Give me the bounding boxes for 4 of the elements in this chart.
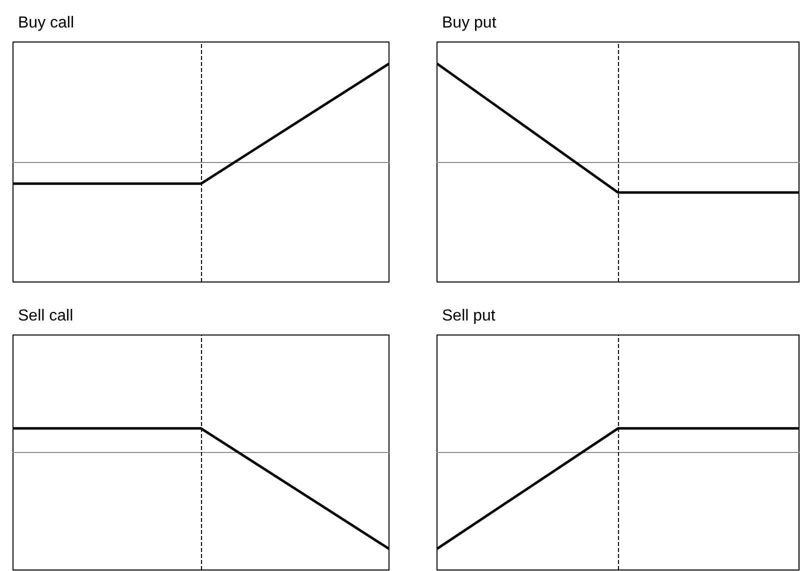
chart-title: Buy call [18, 14, 74, 32]
chart-title: Sell put [442, 308, 496, 324]
chart-title: Buy put [442, 14, 497, 32]
chart-title: Sell call [18, 308, 74, 324]
